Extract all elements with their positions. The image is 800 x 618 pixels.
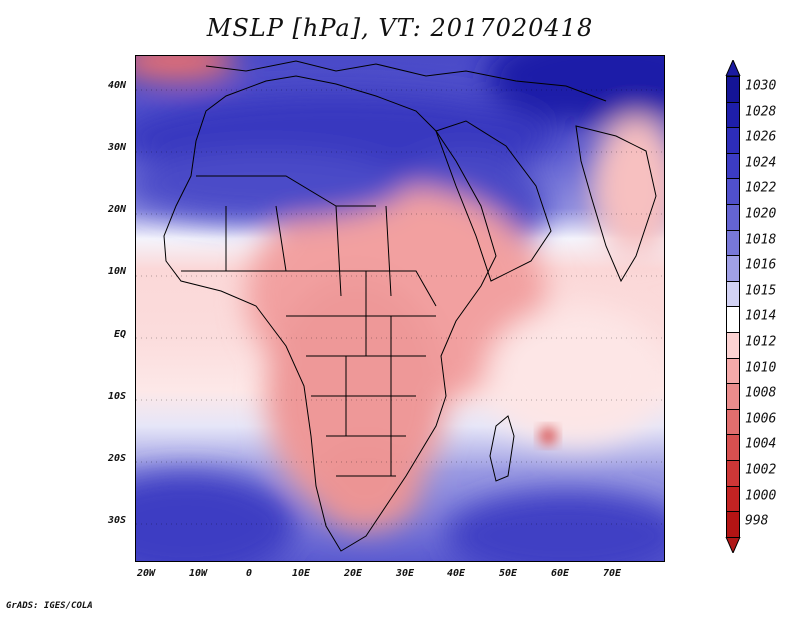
colorbar-cell xyxy=(726,408,740,436)
colorbar-label: 1000 xyxy=(745,488,777,504)
colorbar-cell xyxy=(726,485,740,513)
credit-text: GrADS: IGES/COLA xyxy=(6,601,93,611)
lon-label: 20E xyxy=(343,568,363,579)
colorbar-cell xyxy=(726,152,740,180)
colorbar-top-arrow xyxy=(725,60,741,76)
lat-label: 30N xyxy=(107,142,126,153)
colorbar-cell xyxy=(726,383,740,410)
lon-label: 50E xyxy=(498,568,518,579)
colorbar-cell xyxy=(726,306,740,333)
colorbar-label: 1018 xyxy=(745,232,777,248)
colorbar-label: 1004 xyxy=(745,436,777,452)
lat-label: 20S xyxy=(107,453,126,464)
colorbar-cell xyxy=(726,204,740,231)
pressure-map xyxy=(135,55,665,562)
colorbar-label: 1016 xyxy=(745,257,777,273)
colorbar-cell xyxy=(726,229,740,257)
lon-label: 60E xyxy=(550,568,570,579)
colorbar-label: 1022 xyxy=(745,180,777,196)
graticule xyxy=(136,89,664,525)
colorbar-label: 1010 xyxy=(745,360,777,376)
lon-label: 40E xyxy=(446,568,466,579)
colorbar-label: 998 xyxy=(745,513,769,529)
colorbar-cell xyxy=(726,434,740,461)
colorbar-cell xyxy=(726,101,740,129)
colorbar-label: 1026 xyxy=(745,129,777,145)
colorbar-label: 1008 xyxy=(745,385,777,401)
lat-label: 10S xyxy=(107,391,126,402)
coastlines xyxy=(163,60,657,552)
colorbar-label: 1014 xyxy=(745,308,777,324)
colorbar-cell xyxy=(726,76,740,103)
lon-label: 0 xyxy=(245,568,253,579)
pressure-blobs xyxy=(136,56,664,561)
colorbar-bottom-arrow xyxy=(725,537,741,553)
colorbar-cell xyxy=(726,255,740,282)
lat-label: 40N xyxy=(107,80,126,91)
lat-label: 30S xyxy=(107,515,126,526)
colorbar-label: 1030 xyxy=(745,78,777,94)
lon-label: 70E xyxy=(602,568,622,579)
lon-label: 10E xyxy=(291,568,311,579)
colorbar-cell xyxy=(726,332,740,359)
colorbar-label: 1012 xyxy=(745,334,777,350)
colorbar-cell xyxy=(726,127,740,154)
colorbar-label: 1024 xyxy=(745,155,777,171)
colorbar-label: 1015 xyxy=(745,283,777,299)
colorbar-label: 1002 xyxy=(745,462,777,478)
colorbar-label: 1028 xyxy=(745,104,777,120)
lon-label: 20W xyxy=(136,568,156,579)
colorbar-cell xyxy=(726,357,740,385)
colorbar-label: 1020 xyxy=(745,206,777,222)
lon-label: 10W xyxy=(188,568,208,579)
chart-title: MSLP [hPa], VT: 2017020418 xyxy=(206,14,594,42)
lat-label: 20N xyxy=(107,204,126,215)
colorbar-cell xyxy=(726,460,740,487)
colorbar-label: 1006 xyxy=(745,411,777,427)
lon-label: 30E xyxy=(395,568,415,579)
colorbar-cell xyxy=(726,280,740,308)
colorbar-cell xyxy=(726,178,740,205)
lat-label: 10N xyxy=(107,266,126,277)
colorbar-cell xyxy=(726,511,740,538)
lat-label: EQ xyxy=(113,329,126,340)
